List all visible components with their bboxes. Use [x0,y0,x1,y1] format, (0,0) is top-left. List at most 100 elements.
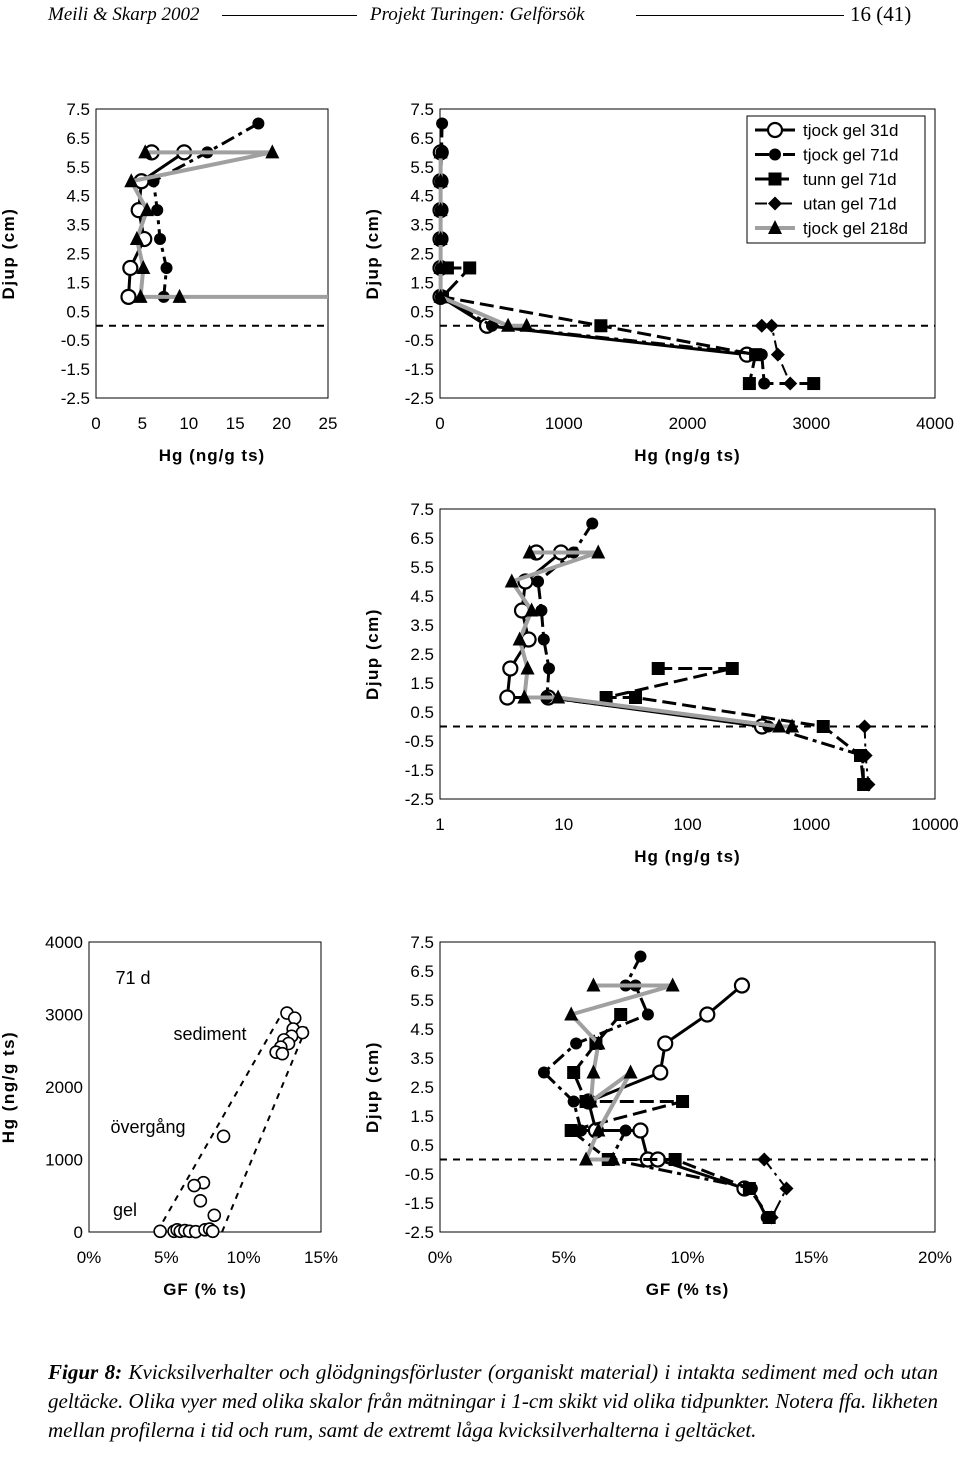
hg-depth-log-xtick-label: 100 [673,815,701,834]
hg-vs-gf-x-axis-label: GF (% ts) [163,1280,247,1299]
hg-vs-gf-annotation: övergång [110,1117,185,1137]
legend-label: tjock gel 71d [803,146,898,165]
hg-depth-linear-data-point [749,348,763,362]
hg-depth-zoom-ytick-label: 1.5 [66,273,90,292]
depth-vs-gf-data-point [733,977,751,994]
depth-vs-gf-data-point [537,1066,550,1079]
hg-depth-log-data-point [517,689,532,704]
hg-depth-log-data-point [785,718,800,733]
hg-depth-linear-xtick-label: 0 [435,414,444,433]
depth-vs-gf-plot-frame [439,941,936,1233]
depth-vs-gf-ytick-label: -2.5 [405,1223,434,1242]
depth-vs-gf-y-axis-label: Djup (cm) [363,1041,382,1133]
hg-depth-zoom-plot-frame [95,108,329,399]
hg-depth-zoom-xtick-label: 25 [319,414,338,433]
figure-caption: Figur 8: Kvicksilverhalter och glödgning… [48,1358,938,1445]
hg-depth-log-data-point [551,689,566,704]
hg-depth-log-data-point [512,631,527,646]
hg-vs-gf-data-point [205,1224,220,1239]
hg-depth-linear-data-point [783,376,798,391]
legend-swatch-marker [768,172,782,186]
hg-depth-linear-xtick-label: 1000 [545,414,583,433]
depth-vs-gf-series-line [569,1013,771,1219]
hg-vs-gf-guide-line [156,1017,281,1233]
depth-vs-gf-series-line [569,983,675,1162]
hg-depth-log-series-line [536,522,866,785]
depth-vs-gf-data-point [586,1064,601,1079]
header-rule-left [222,15,357,16]
hg-depth-zoom-ytick-label: 0.5 [66,302,90,321]
hg-depth-linear-ytick-label: 5.5 [410,158,434,177]
hg-depth-log-data-point [543,662,556,675]
depth-vs-gf-data-point [579,1151,594,1166]
hg-depth-log-xtick-label: 10 [554,815,573,834]
hg-depth-linear-ytick-label: 4.5 [410,187,434,206]
hg-depth-linear-data-point [433,259,448,274]
figure-8-charts: 7.56.55.54.53.52.51.50.5-0.5-1.5-2.50 5 10… [0,100,959,1299]
hg-vs-gf-xtick-label: 10% [227,1248,261,1267]
hg-vs-gf-guide-line [221,1021,310,1233]
hg-depth-zoom-data-point [129,231,144,246]
depth-vs-gf-data-point [657,1035,674,1052]
hg-depth-log-data-point [535,604,548,617]
hg-depth-zoom-xtick-label: 20 [272,414,291,433]
hg-depth-linear-ytick-label: -0.5 [405,331,434,350]
hg-depth-log-ytick-label: -2.5 [405,790,434,809]
hg-depth-linear-data-point [485,319,498,332]
hg-depth-linear-data-point [463,261,477,275]
hg-vs-gf-ytick-label: 1000 [45,1151,83,1170]
hg-depth-log-series-line [509,550,793,729]
hg-depth-log-ytick-label: 7.5 [410,500,434,519]
depth-vs-gf-data-point [699,1006,716,1023]
depth-vs-gf-xtick-label: 15% [794,1248,828,1267]
depth-vs-gf-data-point [606,1151,621,1166]
hg-depth-log-ytick-label: 3.5 [410,616,434,635]
page-header: Meili & Skarp 2002 Projekt Turingen: Gel… [0,0,960,34]
hg-depth-linear-data-point [754,318,769,333]
header-project: Projekt Turingen: Gelförsök [370,4,585,25]
hg-depth-linear-ytick-label: -2.5 [405,389,434,408]
hg-depth-zoom-data-point [154,233,167,246]
hg-depth-log-data-point [520,660,535,675]
depth-vs-gf-data-point [764,1210,779,1225]
depth-vs-gf-xtick-label: 5% [551,1248,576,1267]
depth-vs-gf-xtick-label: 0% [428,1248,453,1267]
depth-vs-gf-ytick-label: 1.5 [410,1107,434,1126]
legend-swatch-marker [769,148,781,161]
depth-vs-gf-data-point [583,1093,598,1108]
hg-depth-log-xtick-label: 10000 [911,815,958,834]
hg-depth-linear-data-point [436,117,449,130]
hg-depth-linear-ytick-label: 3.5 [410,216,434,235]
hg-vs-gf-data-point [287,1011,302,1025]
hg-depth-linear-data-point [764,318,779,333]
hg-depth-log-ytick-label: 1.5 [410,674,434,693]
hg-vs-gf-annotation: gel [113,1200,137,1220]
depth-vs-gf-data-point [570,1037,583,1050]
hg-depth-zoom-series-line [129,150,328,299]
hg-depth-log-data-point [858,748,873,763]
hg-depth-zoom-ytick-label: 2.5 [66,245,90,264]
hg-depth-log-ytick-label: -0.5 [405,732,434,751]
hg-depth-log-data-point [861,777,876,792]
hg-vs-gf-xtick-label: 5% [154,1248,179,1267]
depth-vs-gf-data-point [779,1181,794,1196]
depth-vs-gf-ytick-label: 5.5 [410,991,434,1010]
depth-vs-gf-ytick-label: 6.5 [410,962,434,981]
hg-vs-gf-annotation: 71 d [115,968,150,988]
hg-depth-log-x-axis-label: Hg (ng/g ts) [634,847,740,866]
hg-depth-linear-ytick-label: 7.5 [410,100,434,119]
hg-depth-log-ytick-label: -1.5 [405,761,434,780]
header-authors: Meili & Skarp 2002 [48,4,200,25]
hg-depth-zoom-ytick-label: 7.5 [66,100,90,119]
hg-depth-log-xtick-label: 1000 [792,815,830,834]
hg-depth-linear-ytick-label: 2.5 [410,245,434,264]
depth-vs-gf-data-point [567,1095,580,1108]
hg-depth-zoom-data-point [120,288,137,305]
hg-depth-linear-data-point [742,377,756,391]
hg-depth-linear-data-point [770,347,785,362]
hg-vs-gf-data-point [153,1224,167,1239]
hg-depth-log-data-point [532,575,545,588]
depth-vs-gf-data-point [641,1008,654,1021]
figure-label: Figur 8: [48,1360,123,1384]
depth-vs-gf-data-point [564,1124,578,1137]
